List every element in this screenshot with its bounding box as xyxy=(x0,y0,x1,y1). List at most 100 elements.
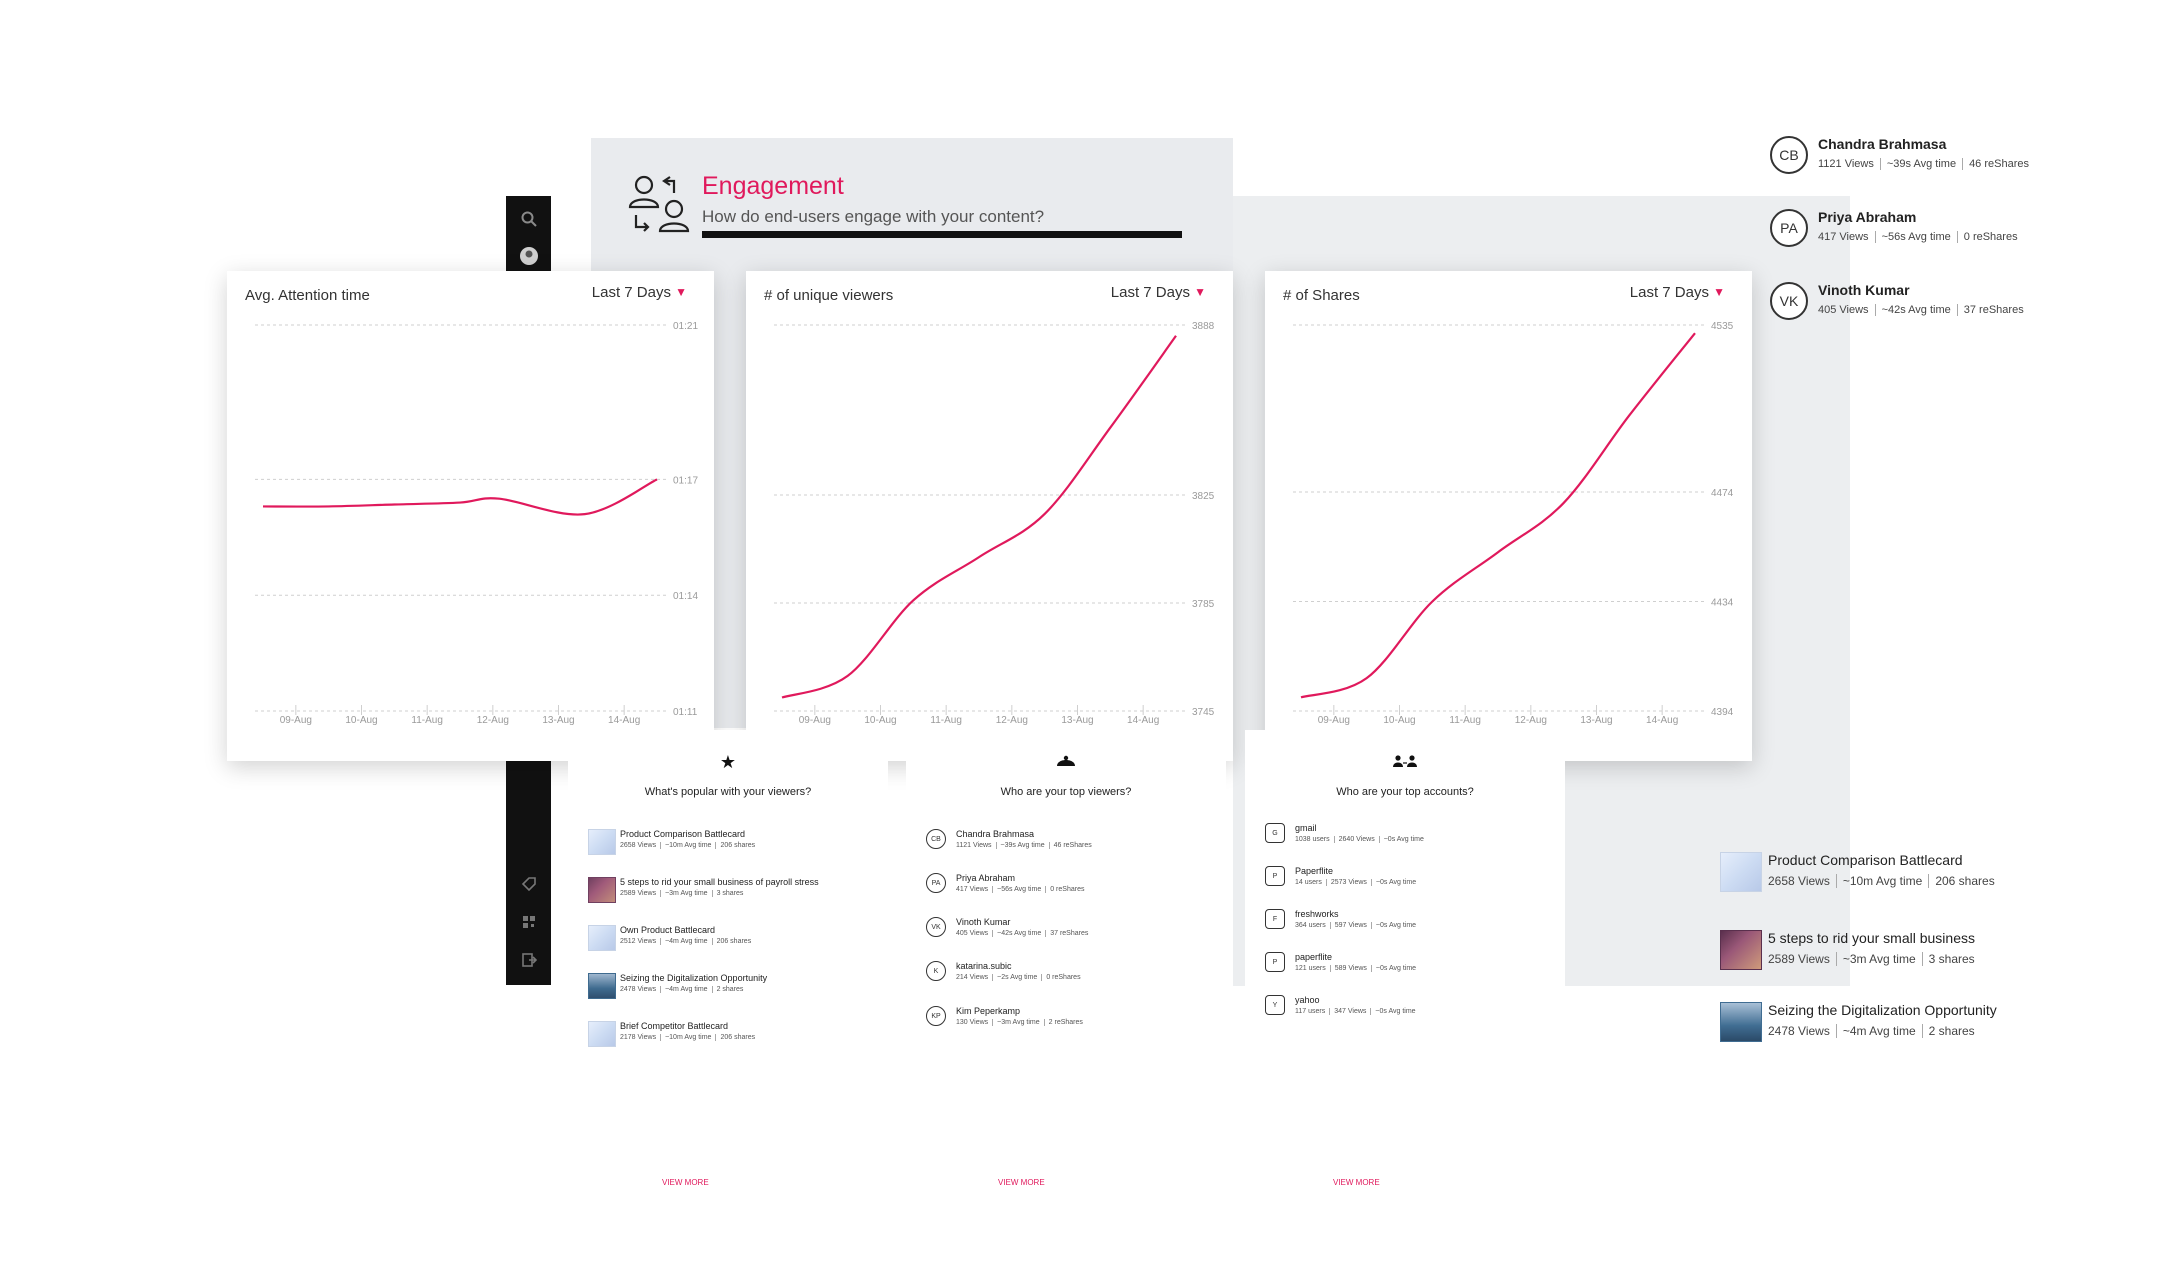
search-icon[interactable] xyxy=(506,210,551,232)
item-name: Paperflite xyxy=(1295,866,1334,876)
shares-card: # of Shares Last 7 Days ▼ 4535 4474 4434 43… xyxy=(1265,271,1752,761)
x-tick-label: 11-Aug xyxy=(930,715,962,726)
item-name: gmail xyxy=(1295,823,1317,833)
content-thumbnail xyxy=(1720,1002,1762,1042)
content-name: Seizing the Digitalization Opportunity xyxy=(1768,1002,1997,1018)
y-tick-label: 01:17 xyxy=(673,475,698,486)
x-tick-label: 14-Aug xyxy=(1646,715,1678,726)
content-thumbnail xyxy=(588,925,616,951)
y-tick-label: 3825 xyxy=(1192,491,1215,502)
item-name: Brief Competitor Battlecard xyxy=(620,1021,729,1031)
avatar: VK xyxy=(926,917,946,937)
item-name: Vinoth Kumar xyxy=(956,917,1011,927)
y-tick-label: 4535 xyxy=(1711,321,1734,332)
avatar: VK xyxy=(1770,282,1808,320)
item-meta: 121 users 589 Views ~0s Avg time xyxy=(1295,965,1417,972)
content-meta: 2478 Views ~4m Avg time 2 shares xyxy=(1768,1024,1975,1038)
view-more-link[interactable]: VIEW MORE xyxy=(662,1178,709,1187)
x-tick-label: 09-Aug xyxy=(799,715,831,726)
item-name: Product Comparison Battlecard xyxy=(620,829,746,839)
card-title: # of unique viewers xyxy=(764,287,894,304)
date-range-select[interactable]: Last 7 Days xyxy=(591,284,671,301)
item-meta: 1038 users 2640 Views ~0s Avg time xyxy=(1295,836,1424,843)
chevron-down-icon[interactable]: ▼ xyxy=(1194,285,1206,299)
top-accounts-panel: Who are your top accounts? G gmail 1038 … xyxy=(1245,730,1565,990)
avatar: CB xyxy=(1770,136,1808,174)
item-meta: 405 Views ~42s Avg time 37 reShares xyxy=(956,930,1089,937)
view-more-link[interactable]: VIEW MORE xyxy=(1333,1178,1380,1187)
date-range-select[interactable]: Last 7 Days xyxy=(1110,284,1190,301)
panel-title: Who are your top viewers? xyxy=(1000,786,1132,798)
account-name: Vinoth Kumar xyxy=(1818,282,1910,298)
content-name: 5 steps to rid your small business xyxy=(1768,930,1975,946)
avatar: Y xyxy=(1265,995,1285,1015)
date-range-select[interactable]: Last 7 Days xyxy=(1629,284,1709,301)
avatar: KP xyxy=(926,1006,946,1026)
unique-viewers-chart: 3888 3825 3785 3745 09-Aug 10-Aug 11-Aug 12-Aug… xyxy=(774,321,1215,726)
avatar: P xyxy=(1265,866,1285,886)
tag-icon[interactable] xyxy=(506,876,551,896)
x-tick-label: 13-Aug xyxy=(1061,715,1093,726)
page-title: Engagement xyxy=(702,172,844,200)
avatar: PA xyxy=(1770,209,1808,247)
x-tick-label: 10-Aug xyxy=(1383,715,1415,726)
item-name: Kim Peperkamp xyxy=(956,1006,1021,1016)
logout-icon[interactable] xyxy=(506,952,551,972)
item-name: 5 steps to rid your small business of pa… xyxy=(620,877,819,887)
avatar: G xyxy=(1265,823,1285,843)
item-name: paperflite xyxy=(1295,952,1333,962)
item-meta: 14 users 2573 Views ~0s Avg time xyxy=(1295,879,1417,886)
x-tick-label: 09-Aug xyxy=(280,715,312,726)
content-meta: 2658 Views ~10m Avg time 206 shares xyxy=(1768,874,1995,888)
qr-icon[interactable] xyxy=(506,914,551,934)
item-meta: 117 users 347 Views ~0s Avg time xyxy=(1295,1008,1416,1015)
content-thumbnail xyxy=(588,973,616,999)
x-tick-label: 12-Aug xyxy=(477,715,509,726)
series-line xyxy=(262,478,658,516)
x-tick-label: 12-Aug xyxy=(1515,715,1547,726)
item-meta: 2589 Views ~3m Avg time 3 shares xyxy=(620,890,744,897)
item-name: Own Product Battlecard xyxy=(620,925,716,935)
x-tick-label: 11-Aug xyxy=(411,715,443,726)
engagement-users-icon xyxy=(624,173,694,237)
profile-icon[interactable] xyxy=(506,246,551,270)
item-meta: 214 Views ~2s Avg time 0 reShares xyxy=(956,974,1081,981)
y-tick-label: 4474 xyxy=(1711,488,1734,499)
item-meta: 130 Views ~3m Avg time 2 reShares xyxy=(956,1019,1083,1026)
view-more-link[interactable]: VIEW MORE xyxy=(998,1178,1045,1187)
x-tick-label: 11-Aug xyxy=(1449,715,1481,726)
popular-content-panel: ★ What's popular with your viewers? Prod… xyxy=(568,730,888,999)
y-tick-label: 3888 xyxy=(1192,321,1215,332)
avatar: K xyxy=(926,961,946,981)
y-tick-label: 4434 xyxy=(1711,597,1734,608)
item-name: yahoo xyxy=(1295,995,1320,1005)
title-underline xyxy=(702,231,1182,238)
y-tick-label: 01:11 xyxy=(673,707,698,718)
account-meta: 417 Views ~56s Avg time 0 reShares xyxy=(1818,231,2018,243)
item-name: Chandra Brahmasa xyxy=(956,829,1035,839)
item-name: Priya Abraham xyxy=(956,873,1016,883)
content-thumbnail xyxy=(1720,930,1762,970)
chevron-down-icon[interactable]: ▼ xyxy=(675,285,687,299)
item-name: katarina.subic xyxy=(956,961,1012,971)
item-name: freshworks xyxy=(1295,909,1339,919)
x-tick-label: 13-Aug xyxy=(542,715,574,726)
attention-time-chart: 01:21 01:17 01:14 01:11 09-Aug 10-Aug 11-Aug 12… xyxy=(255,321,698,726)
content-thumbnail xyxy=(1720,852,1762,892)
item-meta: 2512 Views ~4m Avg time 206 shares xyxy=(620,938,752,945)
item-meta: 2178 Views ~10m Avg time 206 shares xyxy=(620,1034,756,1041)
account-name: Priya Abraham xyxy=(1818,209,1917,225)
x-tick-label: 13-Aug xyxy=(1580,715,1612,726)
item-name: Seizing the Digitalization Opportunity xyxy=(620,973,768,983)
item-meta: 1121 Views ~39s Avg time 46 reShares xyxy=(956,842,1092,849)
panel-title: What's popular with your viewers? xyxy=(644,786,812,798)
attention-time-card: Avg. Attention time Last 7 Days ▼ 01:21 0… xyxy=(227,271,714,761)
x-tick-label: 10-Aug xyxy=(864,715,896,726)
card-title: # of Shares xyxy=(1283,287,1360,304)
chevron-down-icon[interactable]: ▼ xyxy=(1713,285,1725,299)
accounts-icon xyxy=(1245,752,1565,773)
avatar: P xyxy=(1265,952,1285,972)
page-subtitle: How do end-users engage with your conten… xyxy=(702,207,1045,226)
avatar: CB xyxy=(926,829,946,849)
y-tick-label: 4394 xyxy=(1711,707,1734,718)
